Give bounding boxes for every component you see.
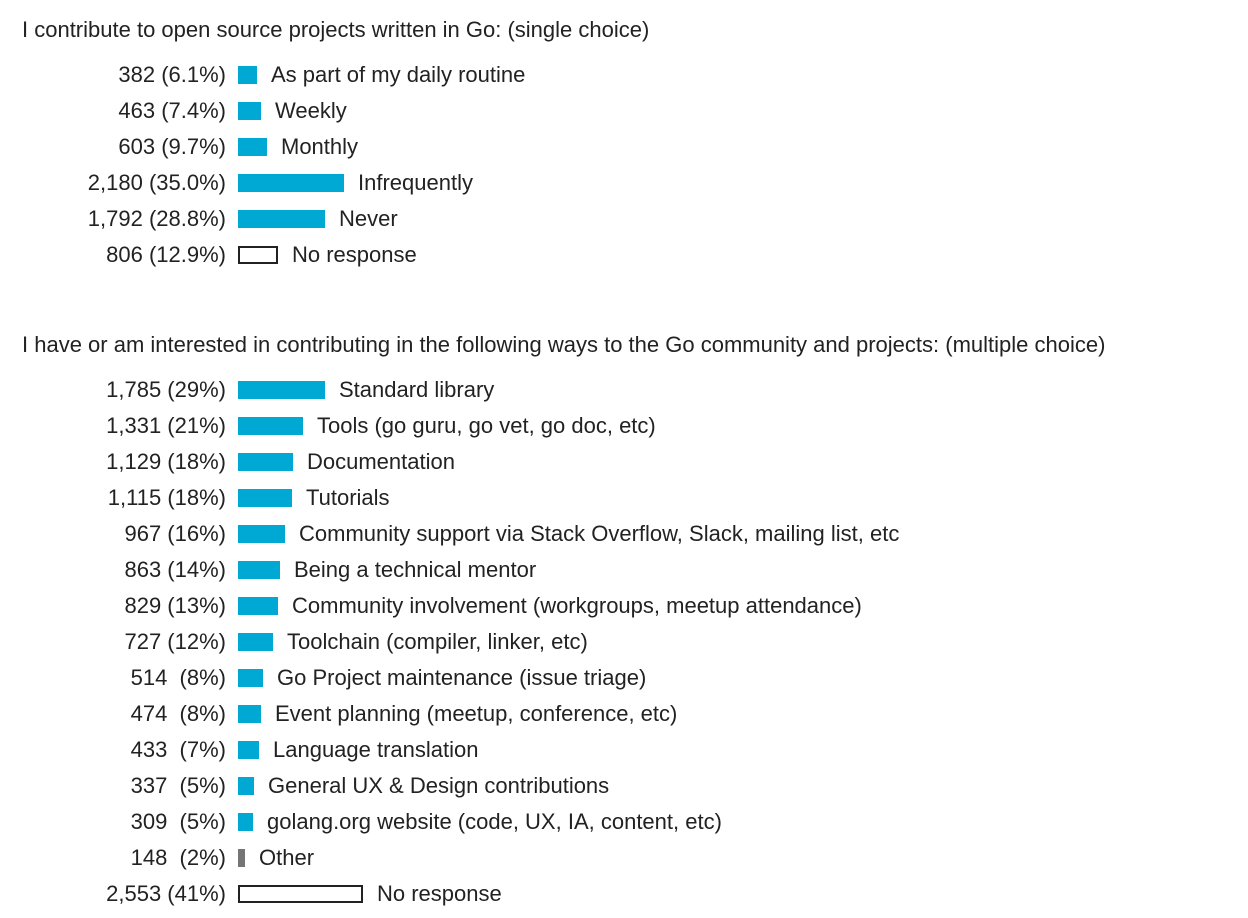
category-label: Toolchain (compiler, linker, etc) [287,629,588,654]
data-label: 727 (12%) [124,629,226,654]
bar-row: 1,792 (28.8%) Never [0,205,1248,233]
bar-row: 863 (14%) Being a technical mentor [0,556,1248,584]
data-label: 433 (7%) [130,737,226,762]
bar-row: 1,129 (18%) Documentation [0,448,1248,476]
data-label: 967 (16%) [124,521,226,546]
data-label: 2,180 (35.0%) [87,170,226,195]
category-label: Other [259,845,315,870]
category-label: No response [292,242,417,267]
bar-row: 1,115 (18%) Tutorials [0,484,1248,512]
bar-row: 727 (12%) Toolchain (compiler, linker, et… [0,628,1248,656]
category-label: As part of my daily routine [271,62,526,87]
data-label: 1,331 (21%) [106,413,226,438]
category-label: Standard library [339,377,495,402]
data-label: 1,115 (18%) [107,485,226,510]
data-label: 603 (9.7%) [118,134,226,159]
data-label: 309 (5%) [130,809,226,834]
bar-row: 148 (2%) Other [0,844,1248,872]
category-label: Community support via Stack Overflow, Sl… [299,521,900,546]
bar-row: 337 (5%) General UX & Design contribution… [0,772,1248,800]
bar [238,453,293,471]
bar [238,246,278,264]
category-label: Tutorials [306,485,390,510]
data-label: 474 (8%) [130,701,226,726]
data-label: 514 (8%) [130,665,226,690]
bar [238,210,325,228]
bar [238,102,261,120]
bar-row: 806 (12.9%) No response [0,241,1248,269]
data-label: 382 (6.1%) [118,62,226,87]
data-label: 1,785 (29%) [106,377,226,402]
bar [238,669,263,687]
bar [238,174,344,192]
bar-row: 1,331 (21%) Tools (go guru, go vet, go do… [0,412,1248,440]
category-label: Tools (go guru, go vet, go doc, etc) [317,413,656,438]
bar [238,561,280,579]
bar [238,633,273,651]
bar-row: 2,553 (41%) No response [0,880,1248,908]
bar [238,417,303,435]
data-label: 1,792 (28.8%) [87,206,226,231]
category-label: Language translation [273,737,479,762]
category-label: golang.org website (code, UX, IA, conten… [267,809,722,834]
bar-row: 1,785 (29%) Standard library [0,376,1248,404]
data-label: 2,553 (41%) [106,881,226,906]
bar-row: 967 (16%) Community support via Stack Ove… [0,520,1248,548]
category-label: Documentation [307,449,455,474]
data-label: 148 (2%) [130,845,226,870]
bar-row: 514 (8%) Go Project maintenance (issue tr… [0,664,1248,692]
bar [238,777,254,795]
bar-row: 829 (13%) Community involvement (workgrou… [0,592,1248,620]
chart-title: I have or am interested in contributing … [22,332,1106,357]
category-label: No response [377,881,502,906]
category-label: General UX & Design contributions [268,773,610,798]
bar [238,66,257,84]
bar-row: 433 (7%) Language translation [0,736,1248,764]
chart-title: I contribute to open source projects wri… [22,17,650,42]
bar [238,138,267,156]
data-label: 463 (7.4%) [118,98,226,123]
bar [238,885,363,903]
bar-row: 463 (7.4%) Weekly [0,97,1248,125]
bar [238,597,278,615]
data-label: 337 (5%) [130,773,226,798]
bar [238,525,285,543]
category-label: Community involvement (workgroups, meetu… [292,593,862,618]
category-label: Infrequently [358,170,473,195]
bar [238,489,292,507]
data-label: 1,129 (18%) [106,449,226,474]
bar-row: 2,180 (35.0%) Infrequently [0,169,1248,197]
data-label: 806 (12.9%) [106,242,226,267]
bar [238,813,253,831]
category-label: Weekly [275,98,347,123]
bar [238,381,325,399]
data-label: 863 (14%) [124,557,226,582]
bar [238,705,261,723]
data-label: 829 (13%) [124,593,226,618]
bar-row: 603 (9.7%) Monthly [0,133,1248,161]
bar-row: 309 (5%) golang.org website (code, UX, IA… [0,808,1248,836]
category-label: Go Project maintenance (issue triage) [277,665,647,690]
bar [238,849,245,867]
chart-contribution-frequency: I contribute to open source projects wri… [0,0,1248,290]
category-label: Monthly [281,134,359,159]
category-label: Never [339,206,398,231]
bar-row: 474 (8%) Event planning (meetup, conferen… [0,700,1248,728]
bar-row: 382 (6.1%) As part of my daily routine [0,61,1248,89]
bar [238,741,259,759]
category-label: Being a technical mentor [294,557,537,582]
category-label: Event planning (meetup, conference, etc) [275,701,678,726]
